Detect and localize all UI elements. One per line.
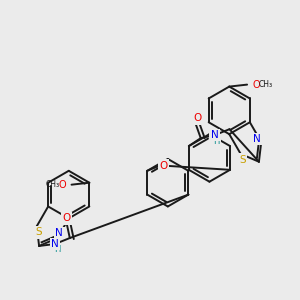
Text: N: N <box>254 134 261 144</box>
Text: S: S <box>239 155 246 165</box>
Text: H: H <box>213 136 220 146</box>
Text: CH₃: CH₃ <box>46 180 60 189</box>
Text: N: N <box>56 228 63 238</box>
Text: S: S <box>35 227 42 237</box>
Text: O: O <box>159 161 167 171</box>
Text: O: O <box>63 213 71 223</box>
Text: O: O <box>194 113 202 123</box>
Text: O: O <box>252 80 260 90</box>
Text: H: H <box>54 245 60 254</box>
Text: O: O <box>59 180 67 190</box>
Text: N: N <box>51 239 59 249</box>
Text: N: N <box>211 130 218 140</box>
Text: CH₃: CH₃ <box>259 80 273 89</box>
